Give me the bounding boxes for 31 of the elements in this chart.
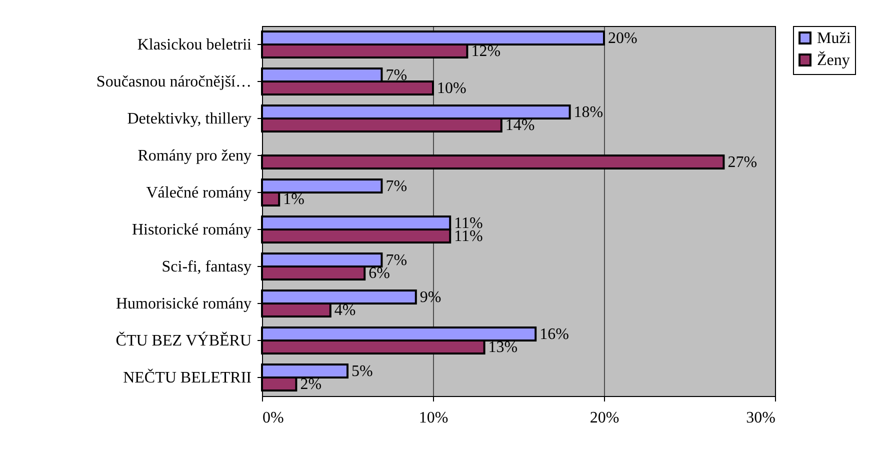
x-tick-label: 20% [590,410,620,426]
y-tick-label: Sci-fi, fantasy [162,258,252,276]
y-tick-label: Historické romány [132,222,252,238]
y-tick-label: Detektivky, thillery [127,110,252,128]
data-label: 1% [283,190,304,208]
x-tick-label: 30% [746,410,776,426]
data-label: 4% [334,302,356,319]
data-label: 20% [608,30,638,48]
y-tick-label: NEČTU BELETRII [123,368,252,386]
legend-label: Muži [817,30,852,47]
data-label: 14% [505,116,535,134]
data-label: 27% [728,154,758,171]
y-tick-label: Romány pro ženy [138,148,252,164]
data-label: 10% [437,80,466,97]
y-tick-label: ČTU BEZ VÝBĚRU [116,332,252,350]
data-label: 13% [488,338,518,356]
y-tick-label: Klasickou beletrii [137,36,252,54]
legend-label: Ženy [817,51,850,69]
y-tick-label: Humorisické romány [116,296,252,312]
y-tick-label: Současnou náročnější… [96,74,252,90]
data-label: 7% [386,178,408,196]
y-tick-label: Válečné romány [146,184,252,202]
data-label: 18% [574,104,604,122]
data-label: 11% [454,228,483,245]
x-tick-label: 0% [262,410,284,426]
data-label: 2% [300,376,322,393]
data-label: 7% [386,67,408,84]
data-label: 5% [352,363,373,380]
data-label: 12% [471,42,501,60]
data-label: 16% [540,326,569,344]
x-tick-label: 10% [418,410,448,426]
